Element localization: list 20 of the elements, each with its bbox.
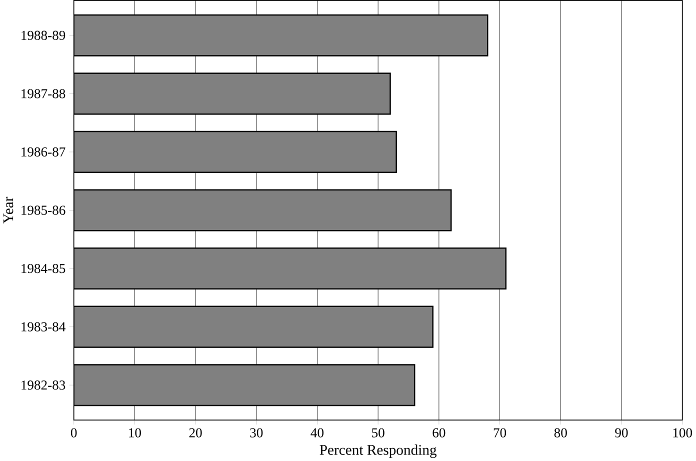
x-tick-label: 100 [673,428,692,438]
x-tick-label: 10 [129,428,141,438]
y-axis-title: Year [3,196,14,224]
x-tick-label: 80 [554,428,567,438]
y-tick-label: 1982-83 [22,380,66,390]
x-axis-title: Percent Responding [320,444,437,458]
x-tick-label: 70 [494,428,506,438]
y-tick-label: 1987-88 [22,88,66,98]
y-tick-label: 1986-87 [22,147,66,156]
x-tick-label: 0 [70,428,77,438]
x-tick-label: 40 [310,428,324,438]
y-tick-label: 1984-85 [22,264,66,273]
x-tick-label: 60 [432,428,446,438]
x-tick-label: 30 [250,428,263,438]
y-tick-label: 1988-89 [22,30,66,40]
x-tick-label: 90 [615,428,628,438]
x-tick-label: 20 [189,428,202,438]
y-tick-label: 1983-84 [22,322,66,332]
y-tick-label: 1985-86 [22,205,66,215]
x-tick-label: 50 [372,428,384,438]
